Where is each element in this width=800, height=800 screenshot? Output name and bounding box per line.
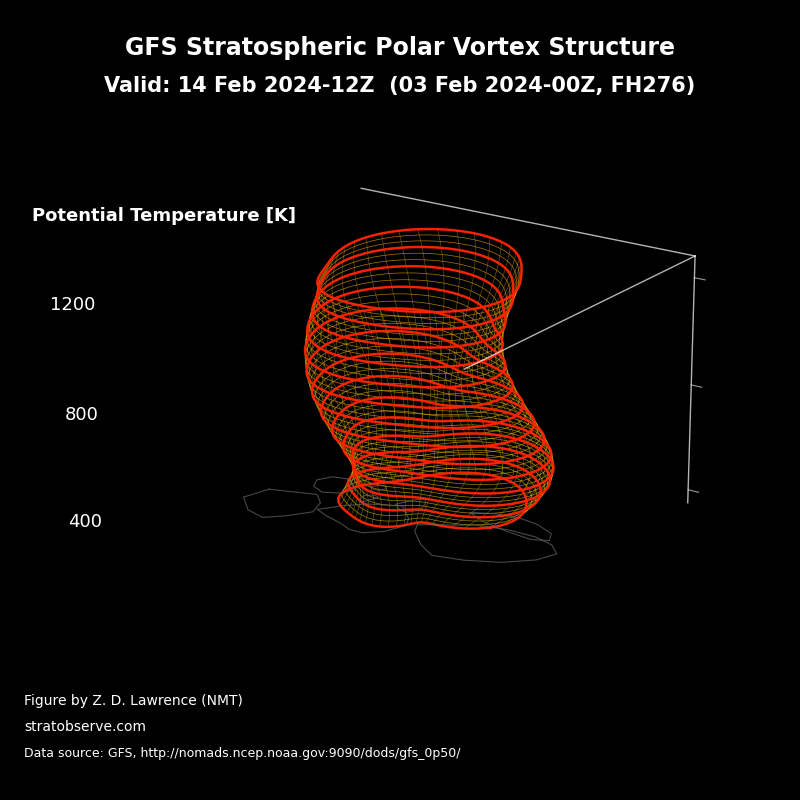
Text: Potential Temperature [K]: Potential Temperature [K]	[32, 207, 296, 225]
Text: Valid: 14 Feb 2024-12Z  (03 Feb 2024-00Z, FH276): Valid: 14 Feb 2024-12Z (03 Feb 2024-00Z,…	[104, 76, 696, 96]
Text: Figure by Z. D. Lawrence (NMT): Figure by Z. D. Lawrence (NMT)	[24, 694, 243, 708]
Text: Data source: GFS, http://nomads.ncep.noaa.gov:9090/dods/gfs_0p50/: Data source: GFS, http://nomads.ncep.noa…	[24, 747, 461, 760]
Text: GFS Stratospheric Polar Vortex Structure: GFS Stratospheric Polar Vortex Structure	[125, 36, 675, 60]
Text: stratobserve.com: stratobserve.com	[24, 720, 146, 734]
